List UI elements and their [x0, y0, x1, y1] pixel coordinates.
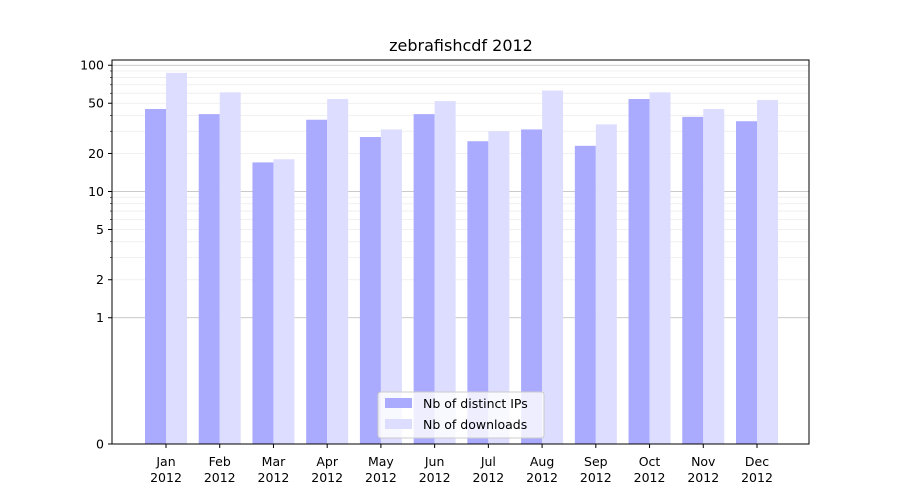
y-tick-label: 2 [96, 272, 104, 287]
x-tick-label-year: 2012 [419, 470, 451, 485]
bar-downloads [649, 92, 671, 445]
legend-box [377, 391, 545, 439]
bar-distinct-ips [521, 129, 543, 444]
chart-title: zebrafishcdf 2012 [389, 36, 533, 55]
legend-label: Nb of distinct IPs [423, 396, 528, 411]
bar-distinct-ips [359, 137, 381, 444]
x-tick-label-year: 2012 [311, 470, 343, 485]
x-tick-label-month: Oct [639, 454, 661, 469]
bar-downloads [595, 124, 617, 444]
bar-downloads [488, 131, 510, 444]
y-tick-label: 20 [88, 146, 104, 161]
y-tick-label: 1 [96, 310, 104, 325]
x-tick-label-year: 2012 [526, 470, 558, 485]
bar-distinct-ips [574, 145, 596, 444]
x-tick-label-year: 2012 [150, 470, 182, 485]
x-tick-label-year: 2012 [472, 470, 504, 485]
x-tick-label-month: May [368, 454, 394, 469]
x-tick-label-month: Mar [262, 454, 286, 469]
bar-downloads [542, 90, 564, 444]
bar-downloads [273, 159, 295, 445]
legend-label: Nb of downloads [423, 417, 527, 432]
bar-distinct-ips [306, 119, 328, 445]
bar-downloads [166, 72, 187, 444]
bar-downloads [434, 101, 456, 444]
x-tick-label-month: Jun [424, 454, 445, 469]
y-tick-label: 0 [96, 437, 104, 452]
bar-distinct-ips [252, 162, 274, 444]
bar-downloads [757, 100, 778, 445]
bar-distinct-ips [413, 114, 435, 445]
bar-downloads [219, 92, 241, 445]
x-tick-label-month: Apr [316, 454, 338, 469]
bar-distinct-ips [682, 116, 704, 445]
bar-downloads [380, 129, 402, 444]
x-tick-label-month: Jan [155, 454, 175, 469]
x-tick-label-year: 2012 [365, 470, 397, 485]
x-tick-label-month: Jul [480, 454, 496, 469]
bar-distinct-ips [145, 109, 166, 444]
x-axis: Jan2012Feb2012Mar2012Apr2012May2012Jun20… [150, 444, 773, 485]
x-tick-label-year: 2012 [687, 470, 719, 485]
y-axis: 0 1 2 5 10 20 50 100 [80, 58, 112, 452]
bar-downloads [703, 109, 725, 444]
y-tick-label: 10 [88, 184, 104, 199]
x-tick-label-year: 2012 [258, 470, 290, 485]
bars [145, 72, 778, 445]
x-tick-label-month: Feb [209, 454, 231, 469]
plot-frame [111, 59, 810, 445]
bar-distinct-ips [467, 141, 489, 444]
y-tick-label: 100 [80, 58, 104, 73]
bar-distinct-ips [198, 114, 220, 445]
legend-swatch [385, 419, 412, 429]
bar-downloads [327, 99, 349, 444]
legend-swatch [385, 398, 412, 408]
x-tick-label-month: Sep [584, 454, 608, 469]
legend: Nb of distinct IPs Nb of downloads [377, 391, 545, 439]
bar-distinct-ips [628, 99, 650, 444]
x-tick-label-year: 2012 [580, 470, 612, 485]
x-tick-label-month: Aug [530, 454, 554, 469]
x-tick-label-month: Nov [691, 454, 716, 469]
x-tick-label-year: 2012 [741, 470, 773, 485]
x-tick-label-year: 2012 [634, 470, 666, 485]
y-tick-label: 50 [88, 96, 104, 111]
x-tick-label-month: Dec [745, 454, 769, 469]
bar-distinct-ips [736, 121, 757, 444]
y-tick-label: 5 [96, 222, 104, 237]
x-tick-label-year: 2012 [204, 470, 236, 485]
